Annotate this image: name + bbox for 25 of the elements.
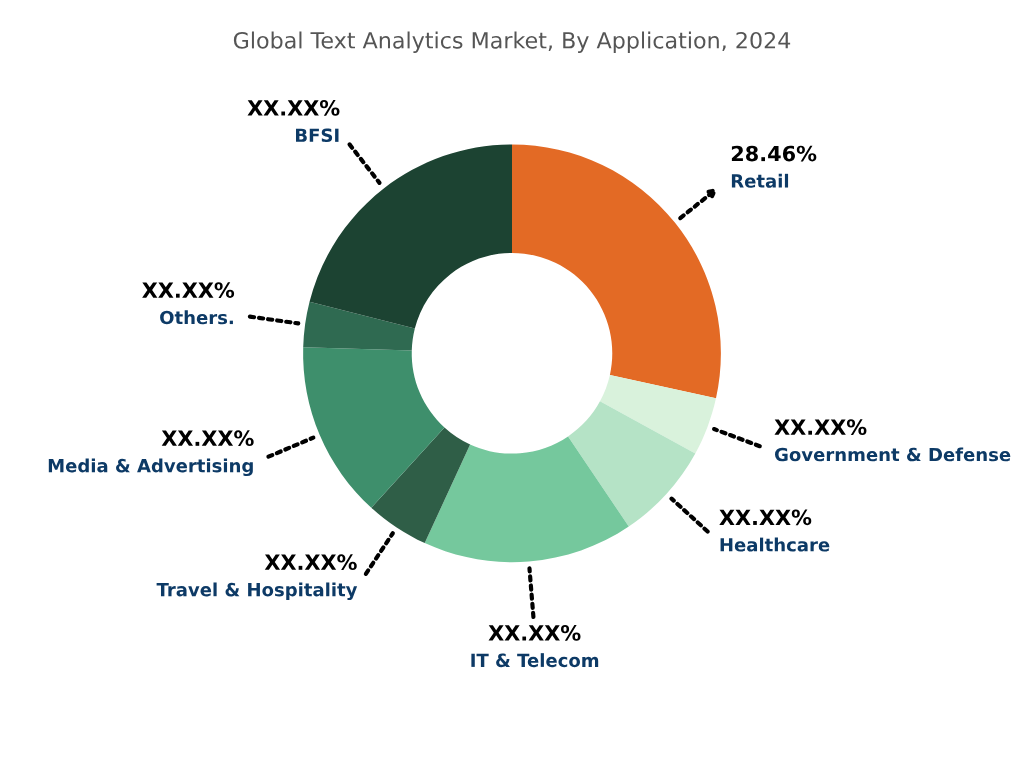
data-label: XX.XX% <box>247 99 340 116</box>
slice-label: BFSI <box>296 128 339 143</box>
data-label: XX.XX% <box>774 419 867 435</box>
donut-slice <box>599 374 716 454</box>
donut-slice <box>309 144 512 329</box>
data-label: XX.XX% <box>719 509 812 526</box>
slice-label: Travel & Hospitality <box>156 582 358 601</box>
data-label: XX.XX% <box>161 430 254 447</box>
chart-title: Global Text Analytics Market, By Application, 2024 <box>233 31 791 53</box>
donut-slice <box>371 427 471 544</box>
slice-label: Government & Defense <box>775 447 1011 462</box>
donut-slice <box>424 436 629 563</box>
data-label: XX.XX% <box>488 625 581 641</box>
slice-label: Others. <box>160 310 233 325</box>
donut-slice <box>303 301 415 351</box>
data-label: XX.XX% <box>264 554 357 571</box>
donut-slice <box>512 144 721 399</box>
slice-label: Retail <box>731 173 789 188</box>
data-label: XX.XX% <box>142 282 235 298</box>
slice-label: Healthcare <box>720 537 830 552</box>
donut-slice <box>303 347 445 508</box>
slice-label: IT & Telecom <box>471 653 599 668</box>
slice-label: Media & Advertising <box>48 458 253 477</box>
data-label: 28.46% <box>731 145 817 162</box>
donut-slice <box>568 401 696 527</box>
